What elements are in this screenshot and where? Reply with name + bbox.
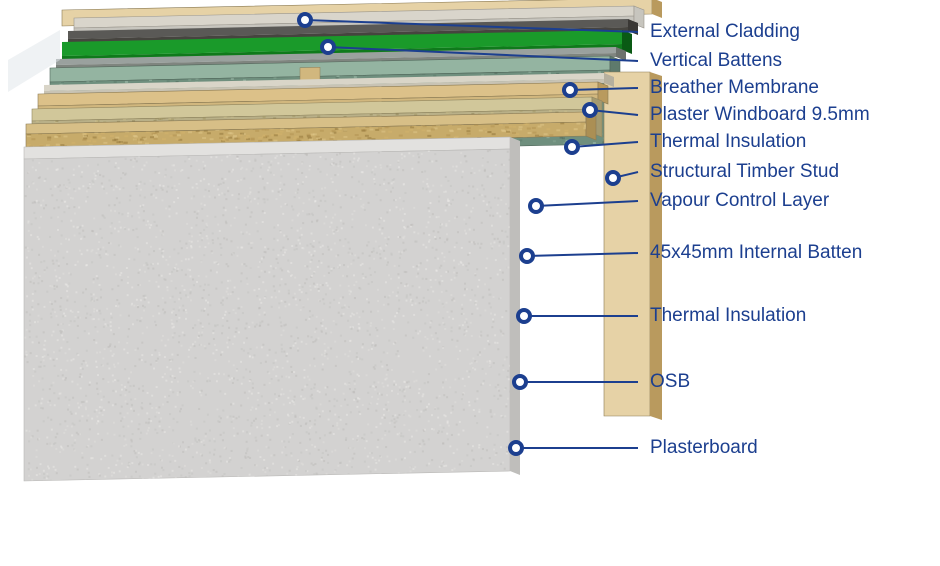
layer-label: 45x45mm Internal Batten bbox=[650, 242, 862, 263]
layer-label: External Cladding bbox=[650, 21, 800, 42]
leader-dot bbox=[518, 310, 530, 322]
leader-dot bbox=[514, 376, 526, 388]
layer-label: Plaster Windboard 9.5mm bbox=[650, 104, 870, 125]
leader-dot bbox=[322, 41, 334, 53]
layer-label: Thermal Insulation bbox=[650, 131, 806, 152]
leader-dot bbox=[510, 442, 522, 454]
layer-label: Vapour Control Layer bbox=[650, 190, 830, 211]
layer-label: Plasterboard bbox=[650, 437, 758, 458]
layer-label: Vertical Battens bbox=[650, 50, 782, 71]
layer-label: Breather Membrane bbox=[650, 77, 819, 98]
layer-label: Structural Timber Stud bbox=[650, 161, 839, 182]
leader-dot bbox=[530, 200, 542, 212]
layer-label: Thermal Insulation bbox=[650, 305, 806, 326]
leader-dot bbox=[564, 84, 576, 96]
leader-dot bbox=[521, 250, 533, 262]
leader-dot bbox=[299, 14, 311, 26]
leader-dot bbox=[584, 104, 596, 116]
layer-label: OSB bbox=[650, 371, 690, 392]
leader-dot bbox=[607, 172, 619, 184]
leader-dot bbox=[566, 141, 578, 153]
